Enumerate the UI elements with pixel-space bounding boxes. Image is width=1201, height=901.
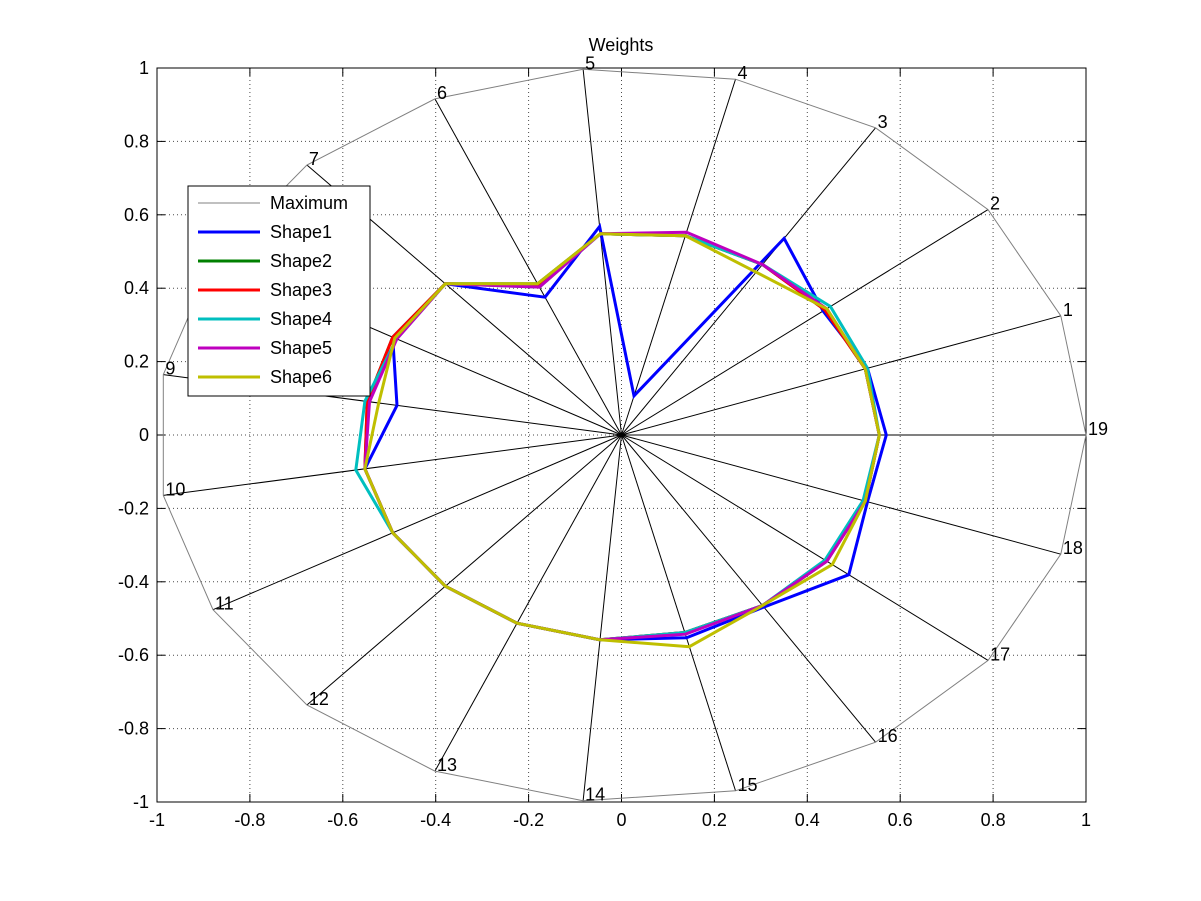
spoke-label: 6 [437,83,447,103]
y-tick-label: 0.4 [124,278,149,298]
spoke-label: 2 [990,194,1000,214]
x-tick-label: -0.4 [420,810,451,830]
spoke-label: 17 [990,644,1010,664]
legend-label: Shape2 [270,251,332,271]
y-tick-label: 0.8 [124,131,149,151]
spoke-label: 11 [215,594,234,614]
spoke-label: 14 [585,785,605,805]
x-tick-label: 0.2 [702,810,727,830]
spoke-line [621,209,989,436]
x-tick-label: -0.2 [513,810,544,830]
spoke-line [306,434,622,706]
spoke-label: 9 [165,359,175,379]
spoke-label: 13 [437,755,457,775]
spoke-label: 5 [585,53,595,73]
x-tick-label: -0.8 [234,810,265,830]
legend-label: Maximum [270,193,348,213]
legend-label: Shape6 [270,367,332,387]
spoke-line [621,79,737,436]
spoke-label: 12 [309,689,329,709]
x-tick-label: 0.6 [888,810,913,830]
spoke-line [621,127,876,436]
series-lines [162,68,1087,802]
spoke-line [434,98,622,436]
y-tick-label: 0.2 [124,352,149,372]
y-tick-label: 1 [139,58,149,78]
legend-label: Shape4 [270,309,332,329]
axis-ticks: -1 -0.8 -0.6 -0.4 -0.2 0 0.2 0.4 0.6 0.8 1 -1 -0.8 -0… [118,58,1091,830]
spoke-line [621,434,989,661]
spoke-label: 19 [1088,419,1108,439]
spoke-line [621,434,737,791]
spoke-line [621,434,1061,555]
chart-title: Weights [589,35,654,55]
series-line-shape6 [363,232,881,649]
legend-label: Shape1 [270,222,332,242]
x-tick-label: -0.6 [327,810,358,830]
spoke-label: 7 [309,149,319,169]
spoke-line [212,434,622,611]
spoke-label: 4 [738,63,748,83]
spoke-label: 18 [1063,538,1083,558]
y-tick-label: -0.8 [118,719,149,739]
spoke-label: 10 [165,479,185,499]
x-tick-label: 0 [616,810,626,830]
spoke-line [621,434,876,743]
spoke-label: 3 [878,112,888,132]
spoke-label: 15 [738,775,758,795]
spoke-line [582,69,622,436]
spoke-line [163,434,622,496]
legend: Maximum Shape1 Shape2 Shape3 Shape4 Shape5 Sha… [187,185,371,397]
y-tick-label: -1 [133,792,149,812]
x-tick-label: -1 [149,810,165,830]
y-tick-label: 0 [139,425,149,445]
x-tick-label: 0.4 [795,810,820,830]
series-line-maximum [162,68,1087,802]
spoke-line [621,315,1061,436]
spoke-line [582,434,622,801]
legend-label: Shape5 [270,338,332,358]
spoke-label: 16 [878,726,898,746]
spoke-label: 1 [1063,300,1073,320]
y-tick-label: -0.2 [118,498,149,518]
x-tick-label: 0.8 [981,810,1006,830]
x-tick-label: 1 [1081,810,1091,830]
y-tick-label: -0.4 [118,572,149,592]
y-tick-label: -0.6 [118,645,149,665]
legend-label: Shape3 [270,280,332,300]
spoke-line [434,434,622,772]
y-tick-label: 0.6 [124,205,149,225]
